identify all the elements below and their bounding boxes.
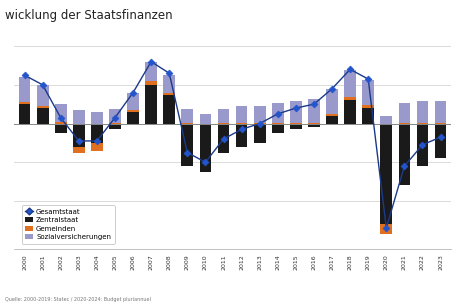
Bar (127, 112, 139, 123)
Bar (362, 80, 373, 105)
Text: wicklung der Staatsfinanzen: wicklung der Staatsfinanzen (5, 9, 172, 22)
Bar (271, 123, 283, 133)
Bar (19, 104, 30, 123)
Bar (325, 116, 337, 123)
Bar (19, 102, 30, 104)
Bar (73, 110, 85, 123)
Bar (235, 123, 247, 147)
Bar (325, 114, 337, 116)
Bar (253, 123, 265, 143)
Bar (37, 106, 48, 108)
Bar (289, 101, 301, 123)
Legend: Gesamtstaat, Zentralstaat, Gemeinden, Sozialversicherungen: Gesamtstaat, Zentralstaat, Gemeinden, So… (21, 205, 114, 244)
Bar (344, 70, 355, 97)
Bar (145, 85, 157, 123)
Bar (325, 89, 337, 114)
Bar (181, 109, 193, 123)
Bar (37, 85, 48, 106)
Bar (308, 99, 319, 123)
Bar (91, 112, 102, 123)
Bar (109, 123, 121, 129)
Bar (379, 116, 391, 123)
Bar (362, 105, 373, 108)
Bar (434, 101, 445, 123)
Bar (55, 122, 66, 123)
Bar (145, 81, 157, 85)
Bar (235, 106, 247, 123)
Bar (344, 97, 355, 100)
Bar (416, 123, 427, 166)
Bar (91, 123, 102, 143)
Bar (253, 106, 265, 123)
Bar (91, 143, 102, 150)
Bar (127, 93, 139, 110)
Bar (217, 123, 229, 153)
Bar (19, 77, 30, 102)
Bar (109, 109, 121, 123)
Bar (398, 123, 410, 185)
Bar (37, 108, 48, 123)
Bar (145, 62, 157, 81)
Bar (434, 123, 445, 158)
Bar (163, 93, 175, 95)
Text: Quelle: 2000-2019: Statec / 2020-2024: Budget pluriannuel: Quelle: 2000-2019: Statec / 2020-2024: B… (5, 298, 150, 302)
Bar (344, 100, 355, 123)
Bar (163, 75, 175, 93)
Bar (398, 103, 410, 123)
Bar (308, 123, 319, 127)
Bar (271, 103, 283, 123)
Bar (127, 110, 139, 112)
Bar (199, 123, 211, 172)
Bar (362, 108, 373, 123)
Bar (73, 147, 85, 153)
Bar (55, 104, 66, 122)
Bar (199, 114, 211, 123)
Bar (289, 123, 301, 129)
Bar (181, 123, 193, 166)
Bar (73, 123, 85, 147)
Bar (379, 123, 391, 224)
Bar (217, 109, 229, 123)
Bar (416, 101, 427, 123)
Bar (163, 95, 175, 123)
Bar (379, 224, 391, 234)
Bar (55, 123, 66, 133)
